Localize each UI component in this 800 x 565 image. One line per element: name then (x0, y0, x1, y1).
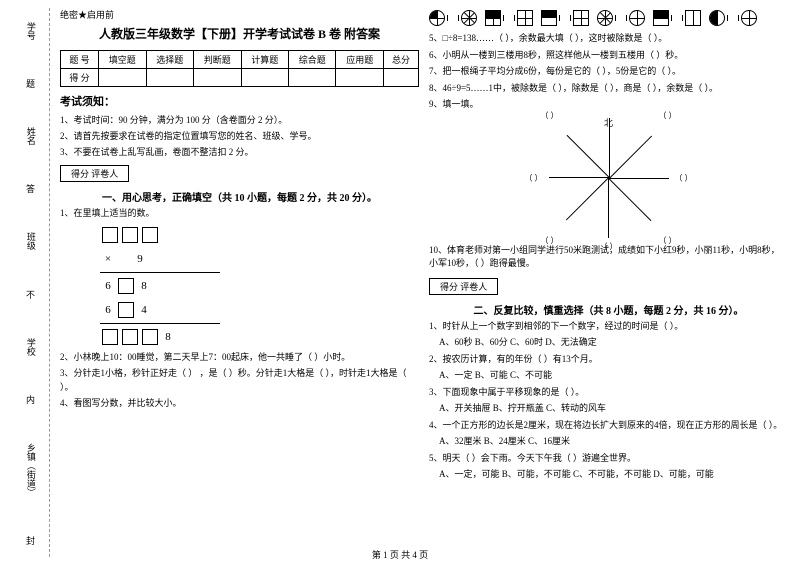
q2-2-opts: A、一定 B、可能 C、不可能 (429, 369, 788, 383)
binding-label-3: 姓名 (25, 127, 36, 145)
binding-label-0: 乡镇（街道） (25, 443, 36, 497)
td-0: 得 分 (61, 69, 99, 87)
th-5: 综合题 (289, 51, 336, 69)
page-footer: 第 1 页 共 4 页 (372, 548, 428, 561)
q2-1-opts: A、60秒 B、60分 C、60时 D、无法确定 (429, 336, 788, 350)
multiplication-diagram: ×9 68 64 8 (60, 224, 419, 348)
th-2: 选择题 (146, 51, 193, 69)
q1-5: 5、□÷8=138……（ ），余数最大填（ ），这时被除数是（ ）。 (429, 32, 788, 46)
q2-1: 1、时针从上一个数字到相邻的下一个数字，经过的时间是（ ）。 (429, 320, 788, 334)
secret-label: 绝密★启用前 (60, 8, 419, 21)
section-1-title: 一、用心思考，正确填空（共 10 小题，每题 2 分，共 20 分）。 (60, 189, 419, 204)
binding-label-1: 学校 (25, 338, 36, 356)
td-1 (99, 69, 146, 87)
binding-margin: 学号 题 姓名 答 班级 不 学校 内 乡镇（街道） 封 (12, 8, 50, 557)
th-1: 填空题 (99, 51, 146, 69)
q2-3: 3、下面现象中属于平移现象的是（ ）。 (429, 386, 788, 400)
binding-mark-2: 不 (26, 288, 35, 301)
notice-heading: 考试须知： (60, 93, 419, 109)
td-5 (289, 69, 336, 87)
binding-mark-4: 题 (26, 77, 35, 90)
notice-list: 1、考试时间：90 分钟，满分为 100 分（含卷面分 2 分）。 2、请首先按… (60, 113, 419, 158)
binding-label-2: 班级 (25, 232, 36, 250)
q1-9: 9、填一填。 (429, 98, 788, 112)
binding-mark-0: 封 (26, 534, 35, 547)
q2-5: 5、明天（ ）会下雨。今天下午我（ ）游遍全世界。 (429, 452, 788, 466)
right-column: 5、□÷8=138……（ ），余数最大填（ ），这时被除数是（ ）。 6、小明从… (429, 8, 788, 557)
notice-1: 1、考试时间：90 分钟，满分为 100 分（含卷面分 2 分）。 (60, 113, 419, 126)
q1-6: 6、小明从一楼到三楼用8秒，照这样他从一楼到五楼用（ ）秒。 (429, 49, 788, 63)
q2-5-opts: A、一定，可能 B、可能，不可能 C、不可能，不可能 D、可能，可能 (429, 468, 788, 482)
exam-title: 人教版三年级数学【下册】开学考试试卷 B 卷 附答案 (60, 25, 419, 42)
q1-8: 8、46÷9=5……1中，被除数是（ ），除数是（ ），商是（ ），余数是（ ）… (429, 82, 788, 96)
binding-label-4: 学号 (25, 22, 36, 40)
q2-2: 2、按农历计算，有的年份（ ）有13个月。 (429, 353, 788, 367)
q2-4-opts: A、32厘米 B、24厘米 C、16厘米 (429, 435, 788, 449)
th-6: 应用题 (336, 51, 383, 69)
q1-1: 1、在里填上适当的数。 (60, 207, 419, 221)
q1-4: 4、看图写分数，并比较大小。 (60, 397, 419, 411)
compass-diagram: 北 （ ） （ ） （ ） （ ） （ ） （ ） （ ） (549, 118, 669, 238)
binding-mark-3: 答 (26, 182, 35, 195)
section-2-title: 二、反复比较，慎重选择（共 8 小题，每题 2 分，共 16 分）。 (429, 302, 788, 317)
td-3 (194, 69, 241, 87)
notice-3: 3、不要在试卷上乱写乱画，卷面不整洁扣 2 分。 (60, 145, 419, 158)
td-6 (336, 69, 383, 87)
binding-mark-1: 内 (26, 393, 35, 406)
score-box-1: 得分 评卷人 (60, 165, 129, 182)
score-box-2: 得分 评卷人 (429, 278, 498, 295)
q1-3: 3、分针走1小格，秒针正好走（ ） ，是（ ）秒。分针走1大格是（ ），时针走1… (60, 367, 419, 394)
q1-2: 2、小林晚上10：00睡觉，第二天早上7：00起床，他一共睡了（ ）小时。 (60, 351, 419, 365)
td-7 (383, 69, 418, 87)
fraction-shapes (429, 10, 788, 26)
notice-2: 2、请首先按要求在试卷的指定位置填写您的姓名、班级、学号。 (60, 129, 419, 142)
td-2 (146, 69, 193, 87)
th-7: 总分 (383, 51, 418, 69)
td-4 (241, 69, 288, 87)
th-4: 计算题 (241, 51, 288, 69)
q2-3-opts: A、开关抽屉 B、拧开瓶盖 C、转动的风车 (429, 402, 788, 416)
q2-4: 4、一个正方形的边长是2厘米，现在将边长扩大到原来的4倍，现在正方形的周长是（ … (429, 419, 788, 433)
th-3: 判断题 (194, 51, 241, 69)
th-0: 题 号 (61, 51, 99, 69)
q1-7: 7、把一根绳子平均分成6份，每份是它的（ ），5份是它的（ ）。 (429, 65, 788, 79)
left-column: 绝密★启用前 人教版三年级数学【下册】开学考试试卷 B 卷 附答案 题 号 填空… (60, 8, 419, 557)
score-table: 题 号 填空题 选择题 判断题 计算题 综合题 应用题 总分 得 分 (60, 50, 419, 87)
